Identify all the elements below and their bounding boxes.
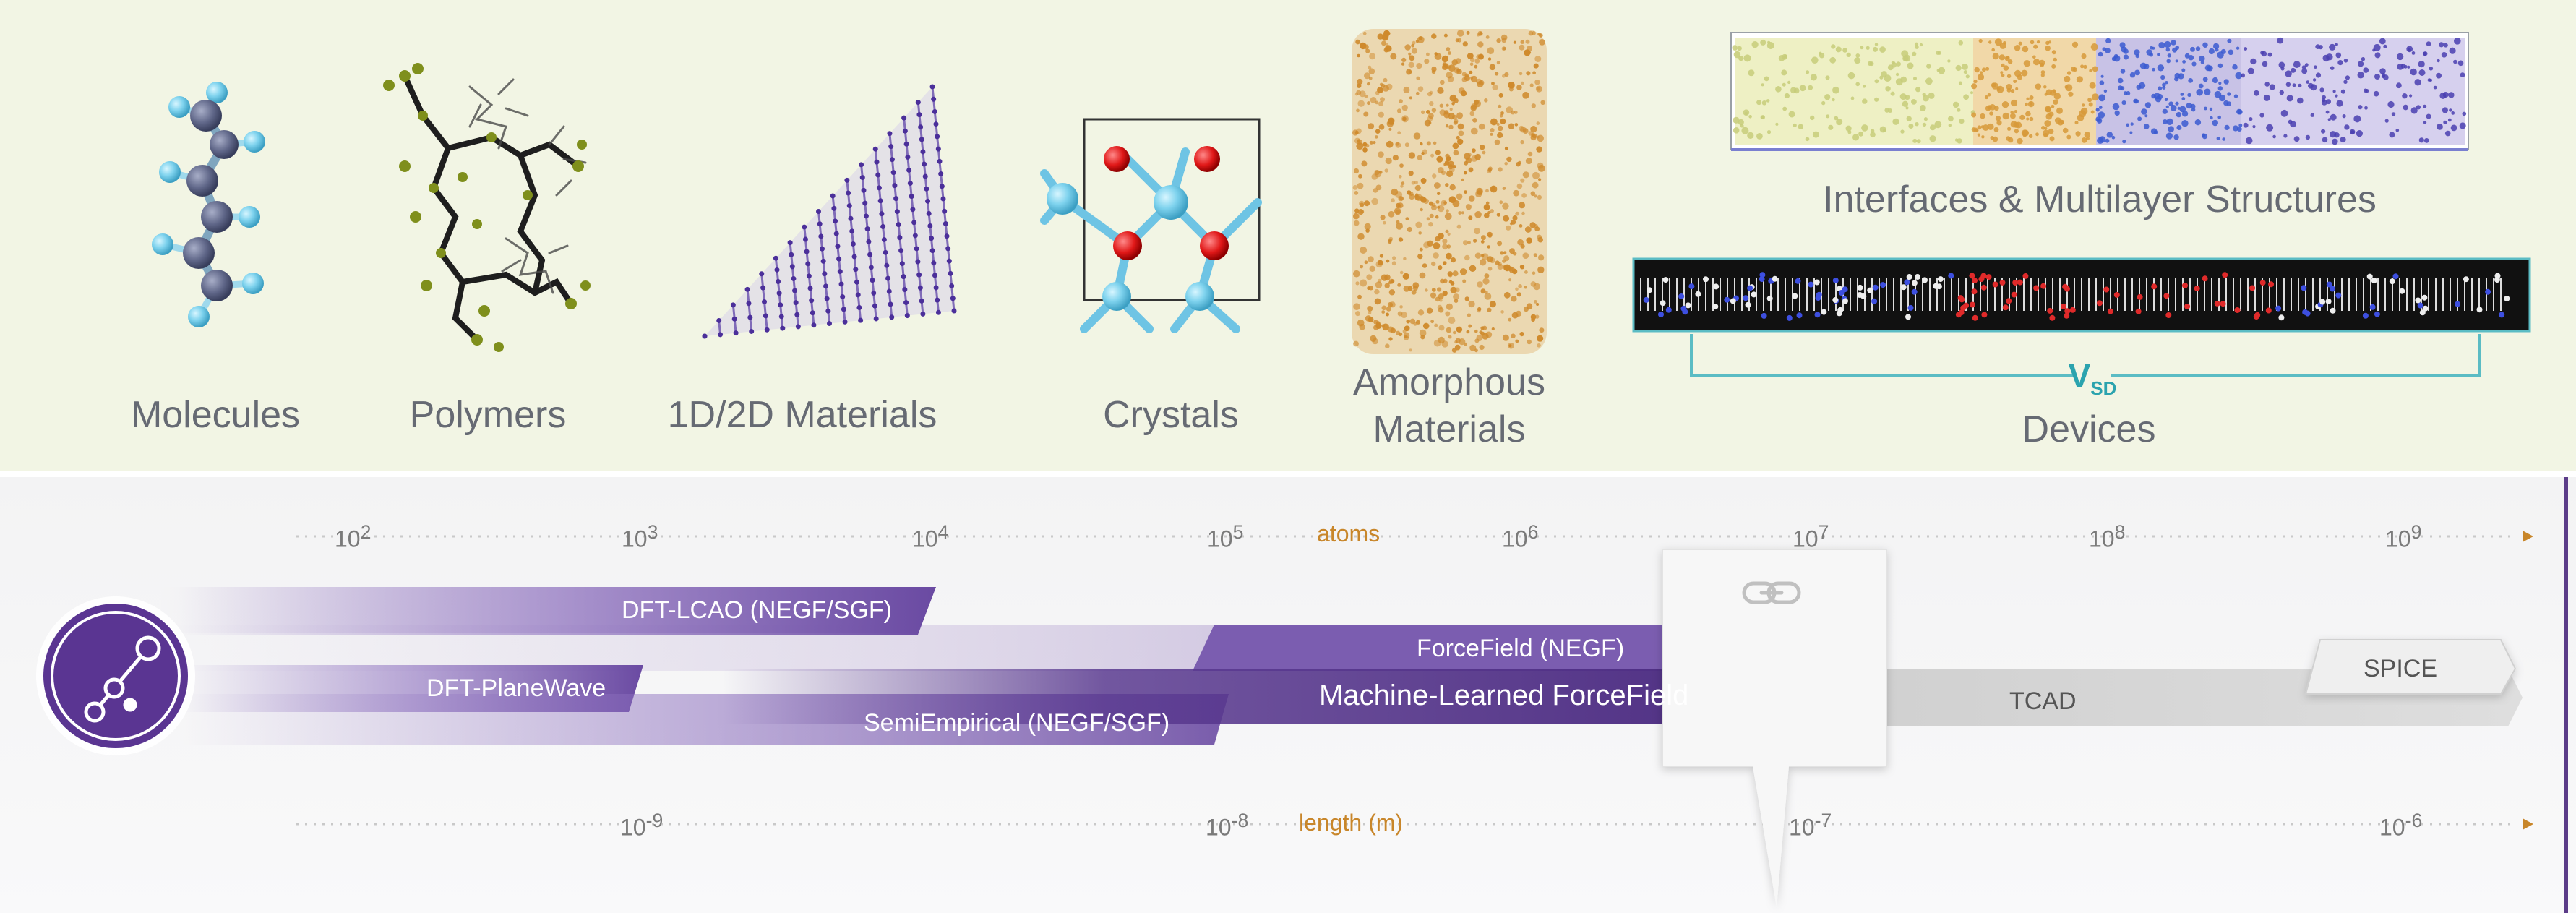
atoms-tick-4: 105: [1207, 521, 1244, 552]
length-tick-4: 10-6: [2379, 810, 2423, 841]
length-tick-1: 10-9: [620, 810, 664, 841]
ml-forcefield-label[interactable]: Machine-Learned ForceField: [1319, 680, 1689, 711]
molecule-image: [152, 82, 265, 327]
amorphous-image: [1352, 29, 1547, 354]
tcad-label[interactable]: TCAD: [2009, 687, 2077, 715]
label-amorphous-line2: Materials: [1373, 408, 1526, 450]
label-1d2d-materials: 1D/2D Materials: [667, 394, 937, 436]
dft-planewave-label[interactable]: DFT-PlaneWave: [426, 674, 606, 702]
vsd-label: VSD: [2060, 356, 2125, 408]
device-image: [1632, 257, 2531, 377]
forcefield-label[interactable]: ForceField (NEGF): [1417, 635, 1625, 662]
crystal-image: [1040, 118, 1262, 333]
length-tick-2: 10-8: [1206, 810, 1249, 841]
label-interfaces: Interfaces & Multilayer Structures: [1823, 179, 2377, 220]
ml-forcefield-band: [723, 669, 1814, 724]
label-amorphous-line1: Amorphous: [1353, 361, 1545, 403]
label-polymers: Polymers: [409, 394, 567, 436]
atoms-tick-6: 107: [1793, 521, 1829, 552]
label-molecules: Molecules: [130, 394, 301, 436]
atoms-ruler: [296, 531, 2533, 542]
right-edge-line: [2564, 477, 2568, 913]
panel-divider: [0, 471, 2576, 477]
link-icon: [1742, 581, 1801, 604]
atoms-unit-label: atoms: [1317, 520, 1381, 546]
vsd-main: V: [2068, 357, 2091, 395]
polymer-image: [383, 63, 591, 352]
atoms-tick-8: 109: [2385, 521, 2422, 552]
length-ruler: [296, 818, 2533, 830]
atoms-tick-3: 104: [912, 521, 949, 552]
vsd-sub: SD: [2090, 377, 2117, 400]
atoms-tick-5: 106: [1502, 521, 1539, 552]
2d-material-image: [702, 84, 957, 339]
structure-illustrations: [152, 29, 2531, 377]
workflow-nodes-icon[interactable]: [36, 596, 195, 755]
atoms-tick-2: 103: [622, 521, 658, 552]
atoms-tick-7: 108: [2089, 521, 2126, 552]
atoms-tick-1: 102: [335, 521, 372, 552]
interface-image: [1730, 32, 2469, 151]
forcefield-band: [1193, 625, 1811, 671]
dft-lcao-band: [181, 587, 936, 635]
label-crystals: Crystals: [1103, 394, 1239, 436]
length-unit-label: length (m): [1299, 810, 1404, 836]
label-devices: Devices: [2022, 408, 2156, 450]
dft-lcao-label[interactable]: DFT-LCAO (NEGF/SGF): [622, 596, 892, 624]
semiempirical-label[interactable]: SemiEmpirical (NEGF/SGF): [864, 709, 1170, 737]
scale-diagram: [36, 531, 2533, 907]
spice-band: [2304, 639, 2517, 695]
length-tick-3: 10-7: [1789, 810, 1832, 841]
spice-label[interactable]: SPICE: [2364, 655, 2438, 682]
link-callout[interactable]: [1662, 549, 1887, 907]
